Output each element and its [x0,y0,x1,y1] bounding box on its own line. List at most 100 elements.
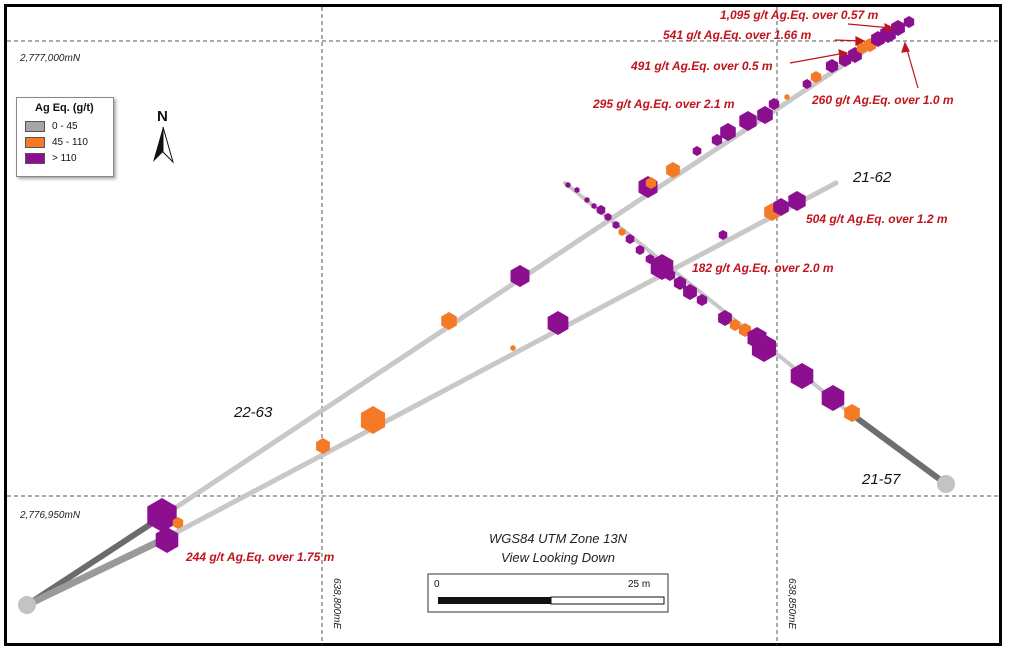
assay-interval-hexagon [903,16,915,28]
leader-arrows [789,22,919,89]
scale-bar-black-segment [438,597,551,604]
assay-interval-hexagon [645,177,657,189]
assay-interval-hexagon [510,265,530,287]
assay-interval-hexagon [604,213,612,221]
assay-interval-hexagon [441,312,457,330]
legend: Ag Eq. (g/t) 0 - 45 45 - 110 > 110 [16,97,114,177]
trace-21-62 [159,180,839,543]
arrow-head-491 [838,49,849,58]
assay-interval-hexagon [683,284,697,300]
easting-label-right: 638,850mE [786,578,797,629]
assay-interval-hexagon [821,385,845,411]
assay-interval-hexagon [844,404,860,422]
legend-swatch-high [25,152,45,164]
assay-interval-hexagon [155,527,179,553]
scale-bar-end: 25 m [628,579,650,590]
assay-interval-hexagon [790,363,814,389]
arrow-1095 [847,23,892,29]
assay-interval-hexagon [574,187,580,193]
legend-title: Ag Eq. (g/t) [35,102,94,114]
projection-line-2: View Looking Down [501,550,615,565]
legend-item-low: 0 - 45 [17,118,113,134]
assay-interval-hexagon [711,134,723,146]
assay-interval-hexagon [645,254,655,264]
assay-interval-hexagon [666,162,680,178]
northing-label-top: 2,777,000mN [19,53,81,64]
legend-label-high: > 110 [52,152,77,164]
assay-interval-hexagon [612,221,620,229]
legend-item-high: > 110 [17,150,113,166]
legend-item-mid: 45 - 110 [17,134,113,150]
assay-interval-hexagon [802,79,812,89]
intercept-label-541: 541 g/t Ag.Eq. over 1.66 m [663,28,812,42]
assay-interval-hexagon [591,203,597,209]
intercept-label-260: 260 g/t Ag.Eq. over 1.0 m [811,93,954,107]
legend-swatch-low [25,120,45,132]
arrow-head-260 [901,41,910,53]
assay-interval-hexagon [316,438,330,454]
legend-label-low: 0 - 45 [52,120,78,132]
legend-swatch-mid [25,136,45,148]
grid-lines [7,7,1000,645]
trace-21-57-lower-segment [847,410,949,487]
assay-interval-hexagon [810,71,822,83]
assay-interval-hexagon [757,106,773,124]
assay-interval-hexagon [729,319,741,331]
assay-interval-hexagon [788,191,806,211]
arrow-head-541 [855,36,866,46]
assay-interval-hexagon [718,230,728,240]
assay-interval-hexagon [547,311,569,335]
trace-22-63 [157,19,911,521]
trace-21-62-collar-segment [23,536,166,609]
assay-interval-hexagon [635,245,645,255]
north-arrow-icon: N [153,108,175,164]
assay-interval-hexagon [784,94,790,100]
north-label: N [157,108,168,125]
collar-22-63-21-62 [18,596,36,614]
assay-interval-hexagon [147,498,177,532]
assay-interval-hexagon [618,228,626,236]
scale-bar-box [427,573,669,613]
intercept-label-1095: 1,095 g/t Ag.Eq. over 0.57 m [720,8,879,22]
intercept-label-504: 504 g/t Ag.Eq. over 1.2 m [806,212,948,226]
assay-interval-hexagon [696,294,708,306]
arrow-260 [905,45,919,89]
assay-interval-hexagon [825,59,839,73]
assay-interval-hexagon [891,20,905,36]
hole-label-22-63: 22-63 [233,404,273,421]
easting-label-left: 638,800mE [331,578,342,629]
assay-interval-hexagon [692,146,702,156]
scale-bar-white-segment [550,596,665,605]
collar-21-57 [937,475,955,493]
intercept-label-182: 182 g/t Ag.Eq. over 2.0 m [692,261,834,275]
assay-interval-hexagon [510,345,516,351]
legend-label-mid: 45 - 110 [52,136,88,148]
arrow-491 [789,52,846,64]
intercept-label-295: 295 g/t Ag.Eq. over 2.1 m [592,97,735,111]
northing-label-bottom: 2,776,950mN [19,510,81,521]
hole-label-21-57: 21-57 [861,471,901,488]
arrow-head-1095 [884,22,895,32]
assay-interval-hexagon [718,310,732,326]
assay-interval-hexagon [172,517,184,529]
intercept-label-491: 491 g/t Ag.Eq. over 0.5 m [630,59,773,73]
hole-label-21-62: 21-62 [852,169,892,186]
intercept-label-244: 244 g/t Ag.Eq. over 1.75 m [185,550,335,564]
assay-interval-hexagon [673,276,687,290]
scale-bar: 0 25 m [427,573,669,613]
assay-intervals [147,16,915,553]
assay-interval-hexagon [773,198,789,216]
projection-line-1: WGS84 UTM Zone 13N [489,531,628,546]
assay-interval-hexagon [360,406,386,434]
assay-interval-hexagon [739,111,757,131]
north-arrow-left-half [153,127,163,162]
assay-interval-hexagon [596,205,606,215]
scale-bar-start: 0 [434,579,440,590]
assay-interval-hexagon [768,98,780,110]
assay-interval-hexagon [720,123,736,141]
north-arrow-right-half [162,126,175,164]
assay-interval-hexagon [565,182,571,188]
assay-interval-hexagon [664,269,676,281]
assay-interval-hexagon [584,197,590,203]
